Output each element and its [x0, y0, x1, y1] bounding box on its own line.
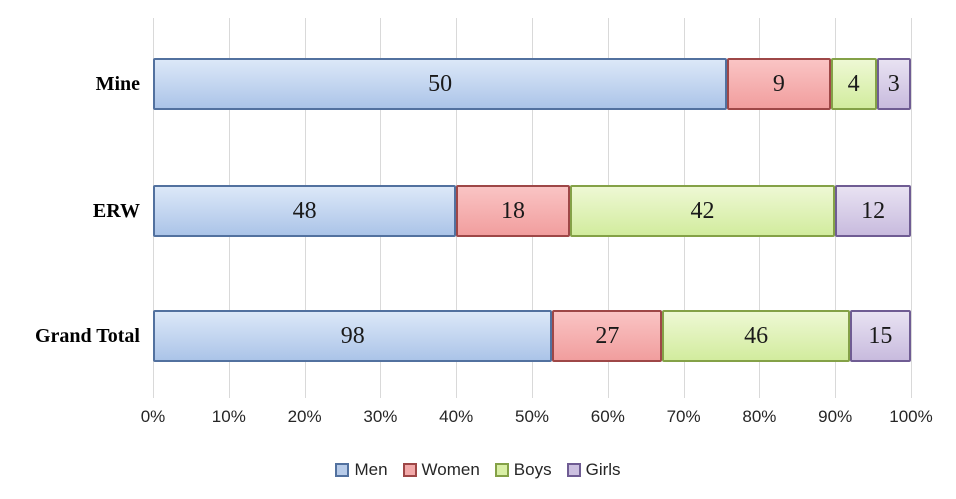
- x-axis-tick-label: 100%: [889, 407, 933, 426]
- category-label: Grand Total: [34, 325, 140, 347]
- x-axis-tick-label: 50%: [514, 407, 550, 426]
- bar-value-label: 46: [744, 322, 769, 349]
- legend-item-men: Men: [335, 460, 388, 480]
- legend-label: Men: [354, 460, 388, 479]
- bar-value-label: 50: [428, 70, 453, 97]
- plot-area: 50 9 4 3 48 18 42 12 98 27 46 15: [153, 18, 912, 398]
- legend-swatch-girls: [566, 463, 581, 477]
- legend-swatch-boys: [494, 463, 509, 477]
- legend-label: Girls: [585, 460, 621, 479]
- legend: Men Women Boys Girls: [0, 457, 956, 483]
- bar-segment-boys: 42: [569, 185, 836, 237]
- x-axis-tick-label: 90%: [818, 407, 853, 426]
- gridline: [911, 18, 912, 398]
- x-axis-tick-label: 40%: [439, 407, 474, 426]
- bar-value-label: 12: [861, 197, 886, 224]
- bar-value-label: 18: [501, 197, 526, 224]
- bar-value-label: 42: [690, 197, 715, 224]
- bar-value-label: 3: [887, 70, 900, 97]
- x-axis-tick-label: 70%: [666, 407, 701, 426]
- bar-segment-girls: 12: [835, 185, 911, 237]
- legend-swatch-men: [335, 463, 350, 477]
- legend-swatch-women: [402, 463, 417, 477]
- legend-label: Boys: [513, 460, 552, 479]
- legend-item-women: Women: [402, 460, 480, 480]
- x-axis-tick-label: 30%: [363, 407, 398, 426]
- x-axis-tick-label: 10%: [211, 407, 246, 426]
- bar-row: 48 18 42 12: [153, 185, 911, 237]
- bar-segment-girls: 15: [849, 310, 911, 362]
- x-axis-tick-label: 0%: [140, 407, 166, 426]
- bar-segment-women: 9: [727, 58, 831, 110]
- bar-value-label: 9: [772, 70, 785, 97]
- bar-segment-boys: 4: [830, 58, 877, 110]
- category-label: Mine: [95, 73, 140, 95]
- bar-segment-men: 50: [153, 58, 728, 110]
- legend-item-girls: Girls: [566, 460, 621, 480]
- bar-segment-boys: 46: [662, 310, 850, 362]
- bar-value-label: 98: [340, 322, 365, 349]
- bar-value-label: 4: [847, 70, 860, 97]
- bar-segment-women: 27: [552, 310, 663, 362]
- x-axis-tick-label: 80%: [742, 407, 777, 426]
- category-label: ERW: [92, 200, 140, 222]
- bar-row: 98 27 46 15: [153, 310, 911, 362]
- legend-item-boys: Boys: [494, 460, 552, 480]
- x-axis-tick-label: 60%: [590, 407, 625, 426]
- bar-segment-men: 48: [153, 185, 457, 237]
- x-axis-tick-label: 20%: [287, 407, 322, 426]
- bar-row: 50 9 4 3: [153, 58, 911, 110]
- bar-value-label: 48: [292, 197, 317, 224]
- bar-segment-women: 18: [456, 185, 570, 237]
- bar-value-label: 27: [595, 322, 620, 349]
- bar-value-label: 15: [868, 322, 893, 349]
- bar-segment-girls: 3: [876, 58, 911, 110]
- legend-label: Women: [421, 460, 480, 479]
- bar-segment-men: 98: [153, 310, 553, 362]
